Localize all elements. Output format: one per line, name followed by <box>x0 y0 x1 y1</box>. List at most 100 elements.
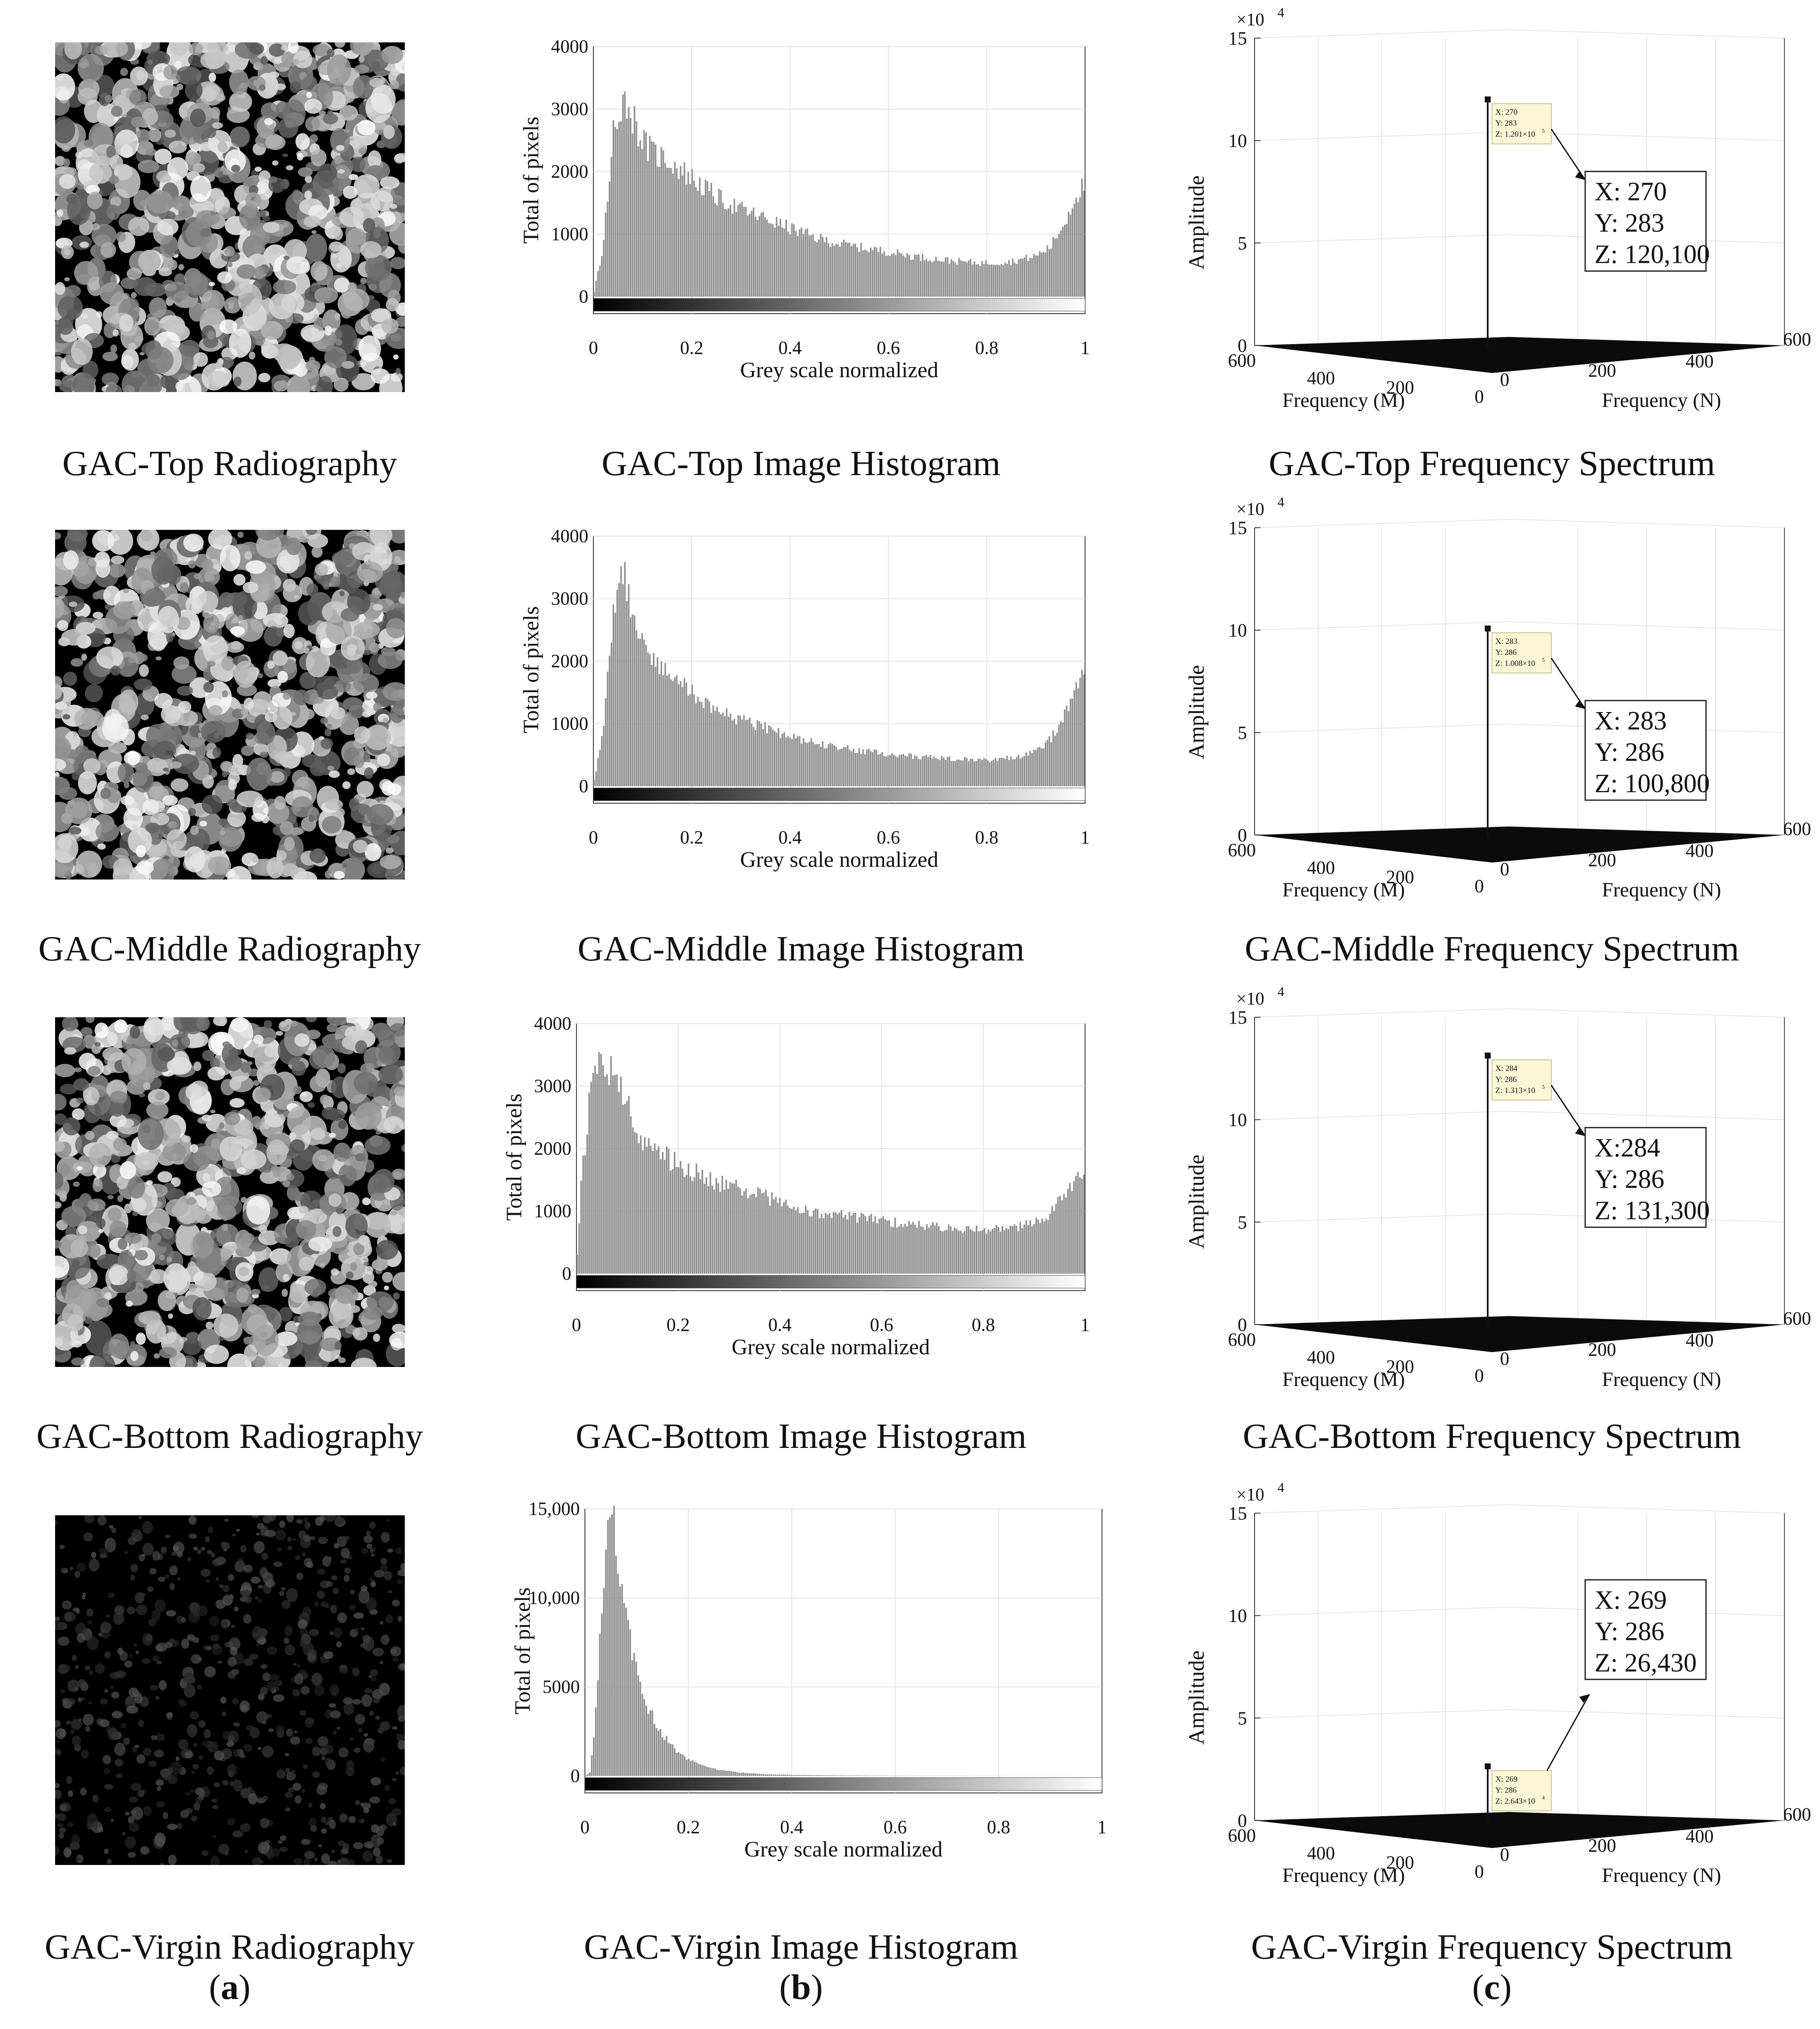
radiography-grain <box>69 1566 74 1571</box>
radiography-grain <box>100 788 111 799</box>
histogram-bar <box>981 760 983 786</box>
histogram-bar <box>724 1770 726 1776</box>
histogram-bar <box>1056 732 1058 786</box>
radiography-grain <box>105 1614 110 1618</box>
radiography-grain <box>149 1568 157 1575</box>
histogram-bar <box>849 749 851 786</box>
histogram-bar <box>631 1660 633 1776</box>
histogram-bar <box>887 255 889 297</box>
radiography-grain <box>75 308 103 341</box>
radiography-grain <box>204 1344 229 1364</box>
radiography-grain <box>237 264 256 279</box>
radiography-grain <box>270 771 285 783</box>
radiography-grain <box>57 1813 67 1822</box>
radiography-grain <box>78 1697 82 1703</box>
histogram-bar <box>758 216 760 297</box>
radiography-grain <box>348 1816 356 1823</box>
histogram-bar <box>1053 1211 1055 1274</box>
radiography-grain <box>266 1851 274 1859</box>
radiography-grain <box>114 129 139 158</box>
radiography-grain <box>113 601 136 620</box>
histogram-bar <box>635 121 637 297</box>
histogram-bar <box>966 262 968 297</box>
histogram-bar <box>815 1775 817 1776</box>
radiography-grain <box>206 1322 214 1329</box>
histogram-bar <box>779 738 782 786</box>
radiography-grain <box>62 1017 78 1032</box>
radiography-grain <box>311 546 323 558</box>
histogram-bar <box>1077 688 1079 786</box>
radiography-grain <box>186 220 212 247</box>
histogram-bar <box>783 732 785 786</box>
histogram-bar <box>710 183 712 297</box>
radiography-grain <box>208 856 231 875</box>
histogram-bar <box>999 758 1000 786</box>
histogram-bar <box>660 1729 662 1776</box>
histogram-bar <box>595 281 597 297</box>
histogram-bar <box>595 771 597 786</box>
radiography-grain <box>154 1832 166 1847</box>
histogram-bar <box>714 711 716 786</box>
radiography-grain <box>63 550 79 570</box>
radiography-grain <box>146 1208 170 1233</box>
radiography-grain <box>197 591 218 612</box>
histogram-bar <box>799 736 801 786</box>
histogram-caption-bottom: GAC-Bottom Image Histogram <box>576 1417 1027 1456</box>
radiography-grain <box>147 190 173 214</box>
histogram-bar <box>679 681 682 786</box>
histogram-bar <box>687 172 689 297</box>
histogram-bar <box>658 1146 660 1274</box>
radiography-grain <box>131 292 137 298</box>
y-tick-label: 2000 <box>534 1138 571 1159</box>
x-tick-label: 0.2 <box>677 1817 700 1837</box>
histogram-bar <box>737 1186 739 1274</box>
radiography-grain <box>110 1102 124 1117</box>
histogram-bar <box>775 1197 777 1274</box>
histogram-bar <box>765 1774 766 1776</box>
histogram-bar <box>914 1225 916 1274</box>
radiography-grain <box>78 771 97 795</box>
radiography-grain <box>161 1017 176 1031</box>
radiography-grain <box>109 1265 129 1286</box>
panel-label-a-letter: a <box>221 1968 239 2007</box>
radiography-grain <box>340 1852 343 1856</box>
histogram-bar <box>769 1205 771 1274</box>
radiography-grain <box>140 1846 149 1855</box>
radiography-grain <box>151 556 175 585</box>
histogram-bar <box>918 1221 920 1274</box>
radiography-grain <box>124 1660 133 1668</box>
radiography-grain <box>372 604 383 611</box>
radiography-grain <box>190 1789 195 1793</box>
histogram-bar <box>664 163 666 297</box>
spectrum-caption-virgin: GAC-Virgin Frequency Spectrum <box>1251 1927 1733 1967</box>
radiography-grain <box>342 1843 350 1851</box>
radiography-grain <box>66 1280 81 1299</box>
datatip-z: Z: 2.643×10 <box>1495 1797 1535 1806</box>
radiography-grain <box>55 156 66 166</box>
histogram-bar <box>821 1214 823 1274</box>
histogram-bar <box>600 1054 602 1274</box>
radiography-grain <box>234 1779 238 1782</box>
histogram-bar <box>1049 1214 1051 1274</box>
histogram-bar <box>931 262 933 297</box>
radiography-grain <box>181 1639 189 1649</box>
radiography-grain <box>151 1609 161 1621</box>
radiography-grain <box>217 271 232 284</box>
radiography-grain <box>320 1094 330 1105</box>
histogram-bar <box>684 1756 686 1776</box>
radiography-grain <box>365 843 381 861</box>
radiography-grain <box>138 1516 142 1519</box>
radiography-grain <box>367 804 394 825</box>
histogram-bar <box>617 1573 619 1776</box>
radiography-grain <box>113 858 133 876</box>
radiography-grain <box>175 616 191 630</box>
histogram-bar <box>757 220 758 297</box>
histogram-bar <box>623 1603 625 1776</box>
radiography-grain <box>298 601 320 626</box>
histogram-bar <box>1017 1231 1019 1274</box>
radiography-grain <box>264 118 273 125</box>
radiography-grain <box>383 718 389 723</box>
histogram-bar <box>641 1694 643 1776</box>
radiography-grain <box>211 1559 223 1566</box>
radiography-grain <box>329 1684 340 1696</box>
